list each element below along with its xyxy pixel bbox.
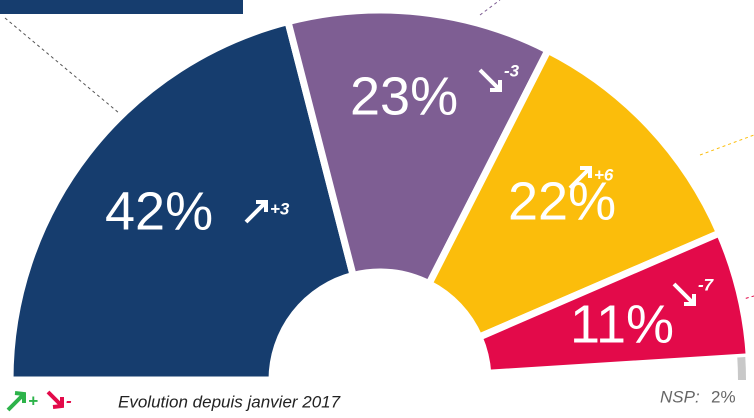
segment — [283, 6, 553, 289]
value-label: 23% — [350, 66, 458, 126]
value-label: 42% — [105, 181, 213, 241]
evolution-arrow — [672, 282, 696, 306]
evolution-arrow — [478, 68, 502, 92]
value-label: 11% — [570, 294, 674, 354]
segments — [6, 6, 753, 384]
evolution-arrow — [244, 200, 268, 224]
leader-line — [4, 17, 126, 119]
legend-down-arrow — [46, 390, 64, 409]
labels: 42% +3 23% -3 22%+6 11% -7 — [105, 61, 715, 354]
segment — [6, 17, 358, 384]
legend-down: - — [66, 391, 72, 410]
segment — [474, 228, 753, 377]
evolution-label: -7 — [698, 275, 715, 294]
evolution-arrow — [568, 166, 592, 190]
evolution-label: +3 — [270, 199, 290, 218]
nsp-name: NSP: — [660, 387, 700, 406]
segment — [424, 45, 725, 342]
nsp-value: 2% — [711, 387, 736, 406]
legend-up: + — [28, 391, 38, 410]
leader-line — [699, 134, 754, 156]
legend-box — [0, 0, 243, 14]
segment — [737, 357, 746, 380]
evolution-label: +6 — [594, 165, 614, 184]
legend-text: Evolution depuis janvier 2017 — [118, 392, 341, 411]
leader-line — [479, 0, 501, 16]
value-label: 22% — [508, 171, 616, 231]
evolution-label: -3 — [504, 61, 520, 80]
legend-up-arrow — [6, 391, 26, 412]
